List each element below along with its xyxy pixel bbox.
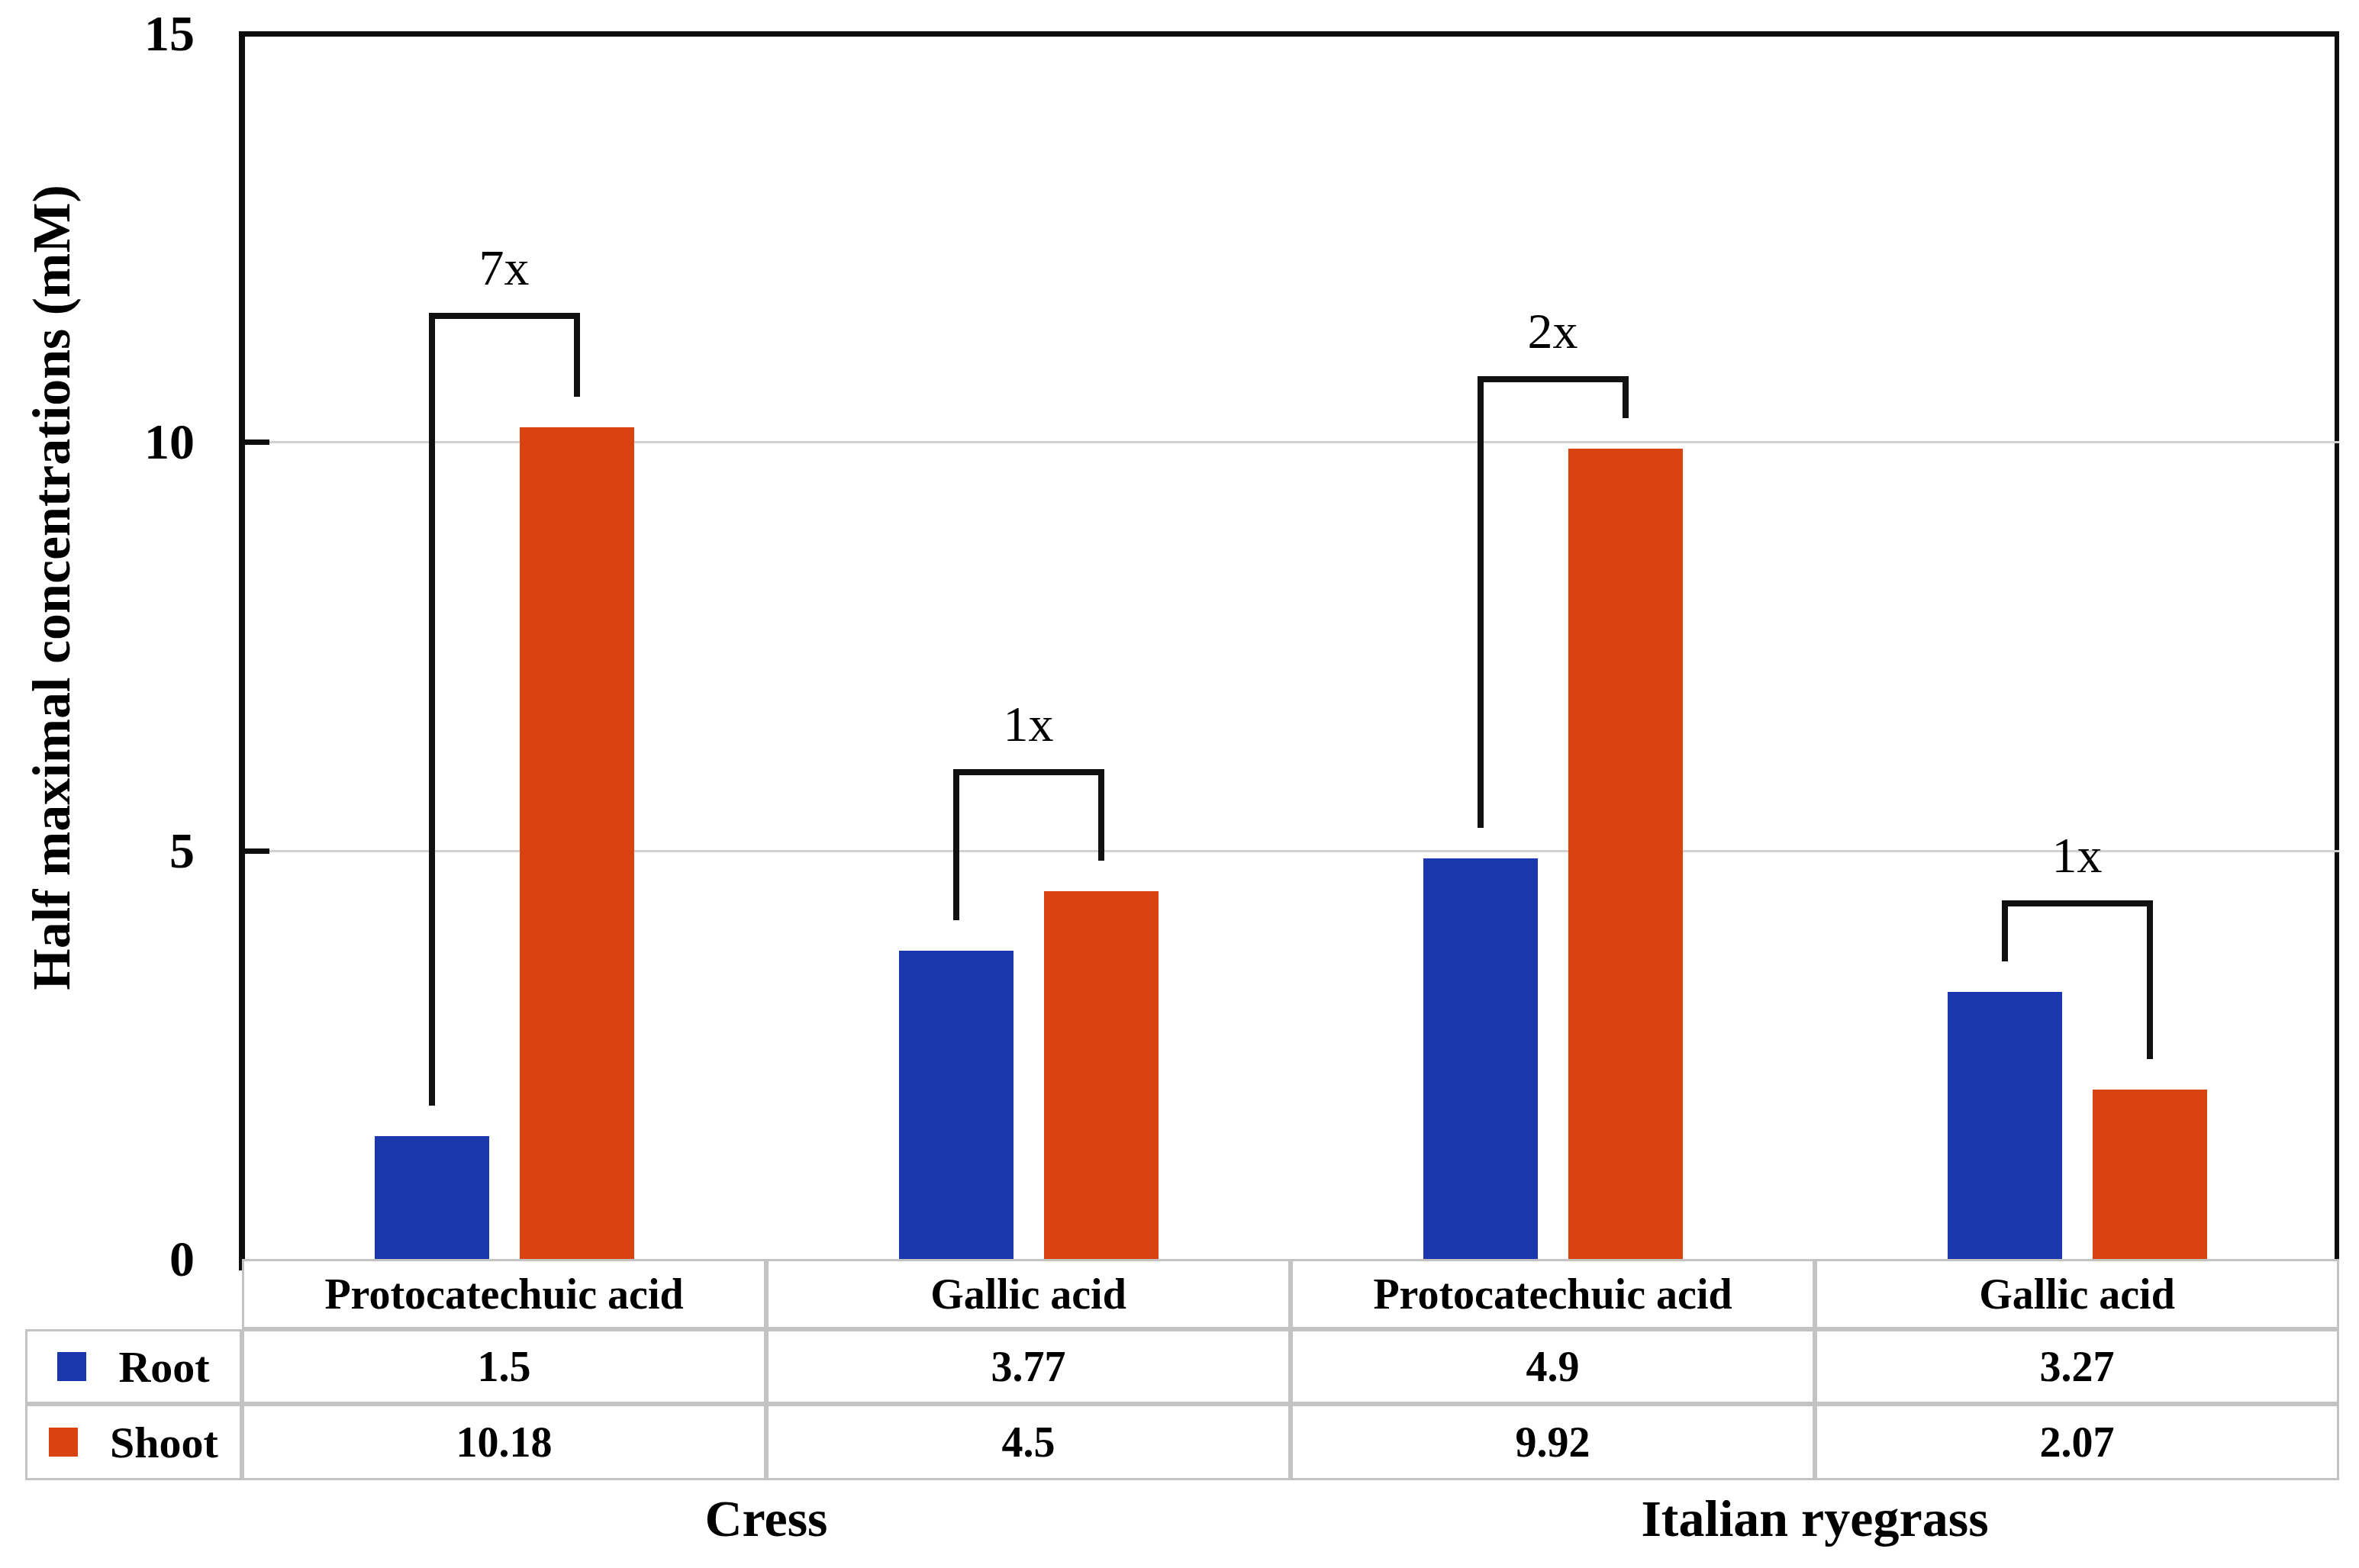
fold-change-label-group3: 1x [1887, 820, 2268, 890]
bracket-top-group1 [953, 769, 1104, 775]
plot-right-border [2335, 31, 2339, 1261]
bracket-right-group1 [1098, 775, 1104, 861]
legend-label-root: Root [118, 1341, 209, 1393]
bar-shoot-group2 [1568, 449, 1683, 1259]
table-value-shoot-col2: 9.92 [1291, 1404, 1815, 1480]
y-axis-line [239, 31, 245, 1270]
table-value-root-col3: 3.27 [1815, 1329, 2339, 1404]
cluster-label-italian-ryegrass: Italian ryegrass [1291, 1486, 2339, 1551]
bar-root-group1 [899, 951, 1014, 1259]
bracket-top-group3 [2002, 900, 2153, 906]
table-value-shoot-col3: 2.07 [1815, 1404, 2339, 1480]
fold-change-label-group2: 2x [1362, 296, 1744, 366]
bar-shoot-group1 [1044, 891, 1159, 1259]
table-header-3: Gallic acid [1815, 1259, 2339, 1329]
table-value-shoot-col1: 4.5 [766, 1404, 1291, 1480]
bracket-left-group3 [2002, 906, 2008, 961]
y-tick-mark-5 [245, 848, 269, 854]
table-value-shoot-col0: 10.18 [242, 1404, 766, 1480]
bar-root-group0 [375, 1136, 489, 1259]
bracket-right-group0 [574, 319, 580, 397]
bracket-left-group2 [1478, 382, 1484, 828]
bracket-top-group0 [429, 313, 580, 319]
fold-change-label-group1: 1x [838, 689, 1220, 759]
legend-cell-root: Root [25, 1329, 242, 1404]
table-header-1: Gallic acid [766, 1259, 1291, 1329]
bracket-top-group2 [1478, 376, 1629, 382]
table-value-root-col2: 4.9 [1291, 1329, 1815, 1404]
bracket-right-group3 [2147, 906, 2153, 1059]
legend-cell-shoot: Shoot [25, 1404, 242, 1480]
plot-top-border [239, 31, 2339, 37]
y-tick-label-15: 15 [19, 7, 195, 60]
legend-label-shoot: Shoot [110, 1417, 218, 1468]
y-tick-label-10: 10 [19, 415, 195, 468]
table-header-0: Protocatechuic acid [242, 1259, 766, 1329]
bar-shoot-group0 [520, 427, 634, 1259]
y-tick-label-0: 0 [19, 1232, 195, 1286]
bracket-left-group0 [429, 319, 435, 1106]
bar-root-group2 [1423, 858, 1538, 1259]
y-tick-label-5: 5 [19, 824, 195, 877]
legend-swatch-root [57, 1352, 86, 1381]
cluster-label-cress: Cress [242, 1486, 1291, 1551]
bar-root-group3 [1948, 992, 2062, 1259]
bar-chart-figure: Half maximal concentrations (mM) 051015 … [0, 0, 2359, 1568]
bracket-right-group2 [1623, 382, 1629, 418]
table-value-root-col0: 1.5 [242, 1329, 766, 1404]
legend-swatch-shoot [49, 1428, 78, 1457]
table-header-2: Protocatechuic acid [1291, 1259, 1815, 1329]
fold-change-label-group0: 7x [314, 233, 695, 303]
bar-shoot-group3 [2093, 1090, 2207, 1259]
table-value-root-col1: 3.77 [766, 1329, 1291, 1404]
y-tick-mark-10 [245, 439, 269, 445]
bracket-left-group1 [953, 775, 959, 920]
